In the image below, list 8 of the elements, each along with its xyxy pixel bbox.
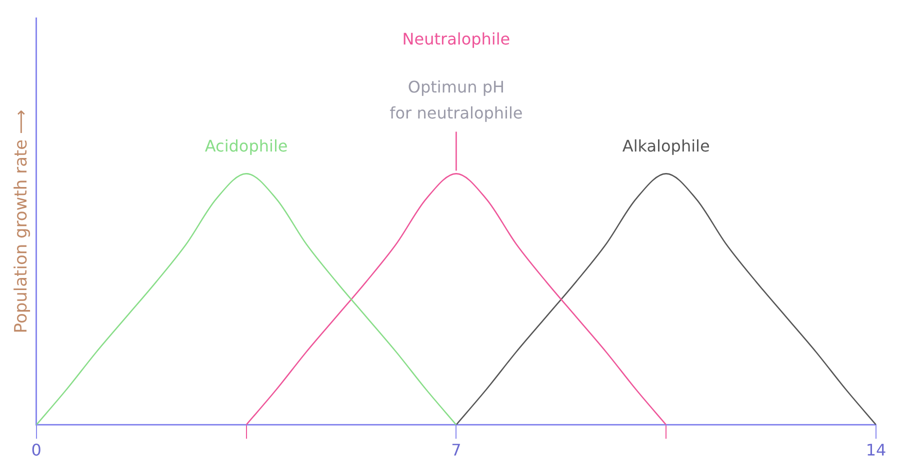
y-axis-title: Population growth rate ⟶ <box>12 110 32 334</box>
x-tick-label: 14 <box>866 440 886 460</box>
text: Neutralophile <box>402 30 510 49</box>
series-label: Acidophile <box>204 136 288 156</box>
annotation: Optimun pH for neutralophile <box>390 78 523 123</box>
x-tick-label: 0 <box>31 440 42 460</box>
series-label: Alkalophile <box>622 136 710 156</box>
x-tick-label: 7 <box>451 440 462 460</box>
